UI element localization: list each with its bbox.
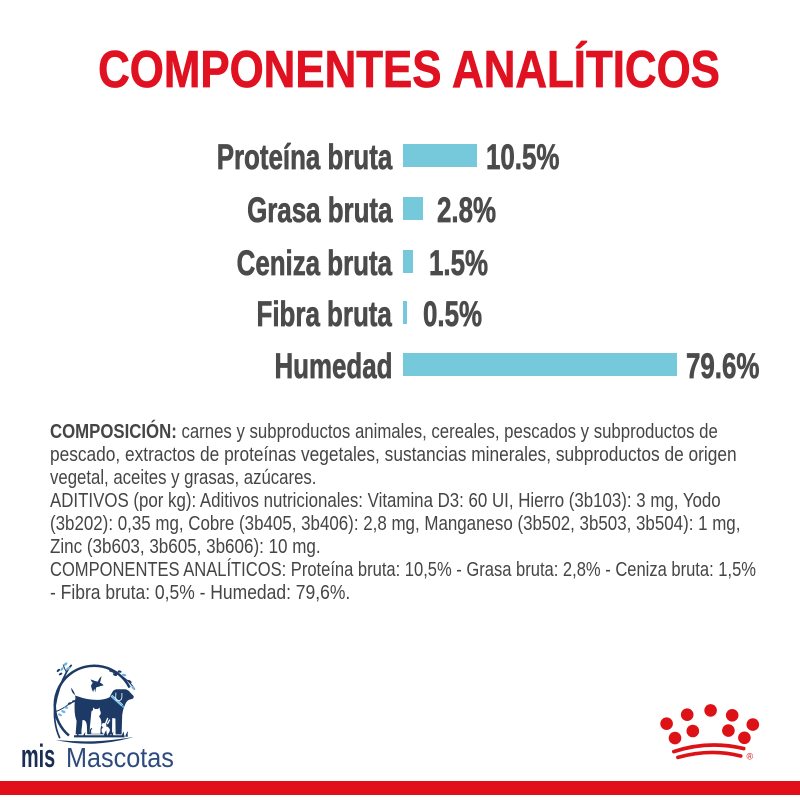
svg-text:®: ® — [747, 752, 754, 762]
